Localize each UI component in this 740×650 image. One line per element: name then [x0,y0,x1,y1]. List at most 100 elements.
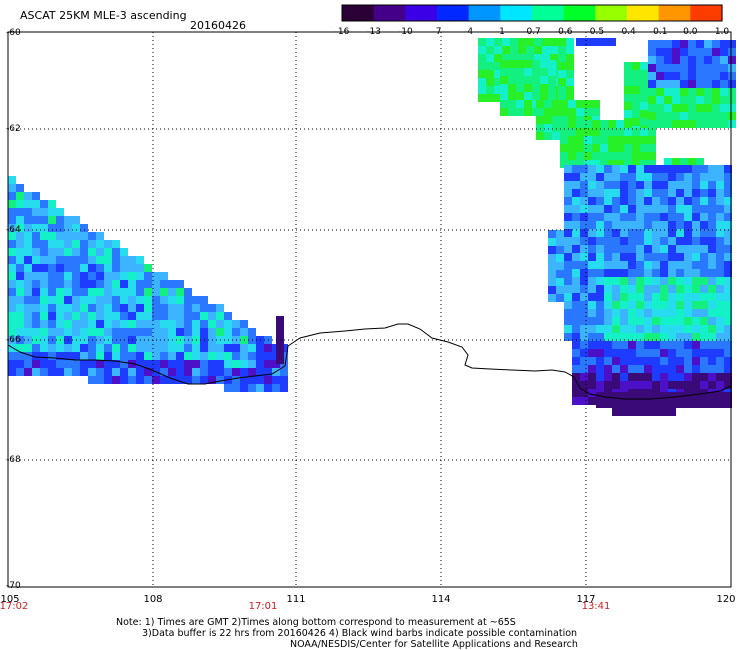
swath-cell [708,317,716,325]
swath-cell [716,349,724,357]
swath-cell [568,100,576,108]
swath-cell [552,124,560,132]
lat-label-64: -64 [6,225,21,235]
swath-cell [624,160,632,168]
swath-cell [692,173,700,181]
swath-cell [248,352,256,360]
swath-cell [548,68,556,76]
swath-cell [644,341,652,349]
swath-cell [516,108,524,116]
swath-cell [48,304,56,312]
swath-cell [564,197,572,205]
swath-cell [558,78,566,86]
swath-cell [696,48,704,56]
swath-cell [620,325,628,333]
swath-cell [168,288,176,296]
colorbar-tick-label: -4 [464,27,474,37]
swath-cell [620,213,628,221]
swath-cell [144,296,152,304]
swath-cell [200,296,208,304]
swath-cell [176,328,184,336]
swath-cell [712,48,720,56]
swath-cell [168,312,176,320]
swath-cell [24,256,32,264]
swath-cell [588,317,596,325]
swath-cell [596,253,604,261]
swath-cell [240,360,248,368]
swath-cell [510,38,518,46]
swath-cell [8,344,16,352]
swath-cell [168,328,176,336]
swath-cell [660,285,668,293]
swath-cell [48,224,56,232]
swath-cell [692,277,700,285]
swath-cell [676,333,684,341]
swath-cell [684,373,692,381]
swath-cell [596,269,604,277]
swath-cell [636,229,644,237]
swath-cell [720,64,728,72]
swath-cell [40,216,48,224]
swath-cell [264,360,272,368]
swath-cell [8,184,16,192]
swath-cell [692,237,700,245]
swath-cell [604,269,612,277]
swath-cell [720,40,728,48]
swath-cell [676,317,684,325]
swath-cell [64,304,72,312]
swath-cell [24,344,32,352]
swath-cell [264,344,272,352]
swath-cell [168,344,176,352]
swath-cell [684,365,692,373]
swath-cell [628,285,636,293]
swath-cell [508,108,516,116]
swath-cell [136,264,144,272]
swath-cell [80,352,88,360]
swath-cell [572,365,580,373]
swath-cell [584,160,592,168]
swath-cell [676,373,684,381]
swath-cell [660,181,668,189]
swath-cell [8,288,16,296]
swath-cell [240,320,248,328]
swath-cell [596,381,604,389]
colorbar-segment [405,5,438,21]
swath-cell [96,312,104,320]
swath-cell [640,160,648,168]
swath-cell [608,128,616,136]
swath-cell [612,213,620,221]
swath-cell [216,320,224,328]
colorbar-tick-label: -0.5 [586,27,605,37]
swath-cell [652,189,660,197]
swath-cell [684,229,692,237]
swath-cell [184,288,192,296]
swath-cell [612,381,620,389]
swath-cell [128,288,136,296]
swath-cell [692,349,700,357]
swath-cell [64,224,72,232]
swath-cell [684,213,692,221]
swath-cell [64,240,72,248]
swath-cell [724,333,732,341]
swath-cell [160,328,168,336]
swath-cell [712,40,720,48]
swath-cell [624,94,632,102]
swath-cell [704,112,712,120]
swath-cell [144,368,152,376]
swath-cell [704,96,712,104]
swath-cell [644,357,652,365]
swath-cell [8,368,16,376]
swath-cell [152,304,160,312]
swath-cell [564,173,572,181]
swath-cell [176,368,184,376]
swath-cell [600,152,608,160]
swath-cell [8,272,16,280]
swath-cell [612,261,620,269]
swath-cell [728,48,736,56]
swath-cell [620,357,628,365]
swath-cell [32,280,40,288]
swath-cell [104,272,112,280]
swath-cell [648,40,656,48]
swath-cell [688,158,696,166]
swath-cell [564,221,572,229]
